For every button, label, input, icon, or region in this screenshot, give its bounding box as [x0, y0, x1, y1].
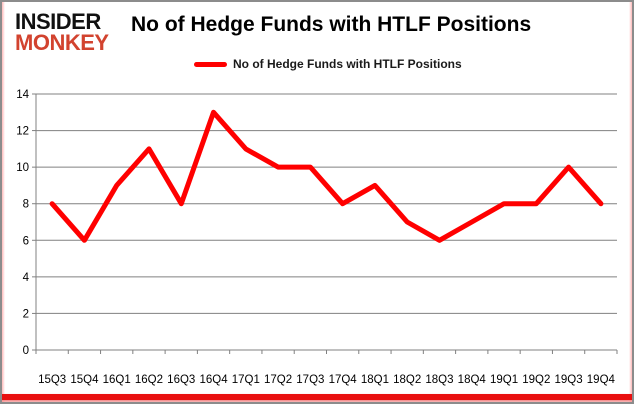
x-tick-label-17Q4: 17Q4 — [329, 374, 358, 386]
frame-left-accent — [2, 2, 5, 402]
y-tick-label-0: 0 — [23, 345, 29, 357]
x-tick-label-16Q2: 16Q2 — [135, 374, 163, 386]
x-tick-label-17Q2: 17Q2 — [264, 374, 292, 386]
x-tick-label-15Q4: 15Q4 — [70, 374, 99, 386]
y-tick-label-14: 14 — [16, 89, 29, 101]
frame-bottom-red-bar — [2, 394, 632, 400]
chart-title: No of Hedge Funds with HTLF Positions — [131, 13, 532, 36]
legend-line-swatch — [194, 61, 227, 67]
logo-text-insider: INSIDER — [15, 9, 101, 34]
y-tick-label-2: 2 — [23, 308, 29, 320]
x-tick-label-18Q4: 18Q4 — [458, 374, 487, 386]
x-tick-label-18Q3: 18Q3 — [425, 374, 453, 386]
y-tick-label-12: 12 — [16, 126, 29, 138]
series-line-0 — [49, 109, 604, 243]
x-tick-label-19Q2: 19Q2 — [522, 374, 550, 386]
x-tick-label-15Q3: 15Q3 — [38, 374, 66, 386]
insider-monkey-logo: INSIDER MONKEY — [15, 9, 109, 55]
y-tick-label-10: 10 — [16, 162, 29, 174]
x-tick-label-16Q3: 16Q3 — [167, 374, 195, 386]
x-tick-label-19Q4: 19Q4 — [587, 374, 616, 386]
x-tick-label-16Q4: 16Q4 — [199, 374, 228, 386]
x-tick-label-17Q3: 17Q3 — [296, 374, 324, 386]
x-tick-label-18Q1: 18Q1 — [361, 374, 389, 386]
y-tick-label-6: 6 — [23, 235, 29, 247]
logo-text-monkey: MONKEY — [15, 30, 109, 55]
x-tick-label-18Q2: 18Q2 — [393, 374, 421, 386]
x-tick-label-19Q1: 19Q1 — [490, 374, 518, 386]
y-tick-label-8: 8 — [23, 199, 29, 211]
chart-legend: No of Hedge Funds with HTLF Positions — [194, 57, 462, 71]
legend-label: No of Hedge Funds with HTLF Positions — [233, 57, 462, 71]
frame-right-accent — [629, 2, 632, 402]
x-tick-label-19Q3: 19Q3 — [555, 374, 583, 386]
x-tick-label-17Q1: 17Q1 — [232, 374, 260, 386]
y-tick-label-4: 4 — [23, 272, 30, 284]
x-tick-label-16Q1: 16Q1 — [103, 374, 131, 386]
